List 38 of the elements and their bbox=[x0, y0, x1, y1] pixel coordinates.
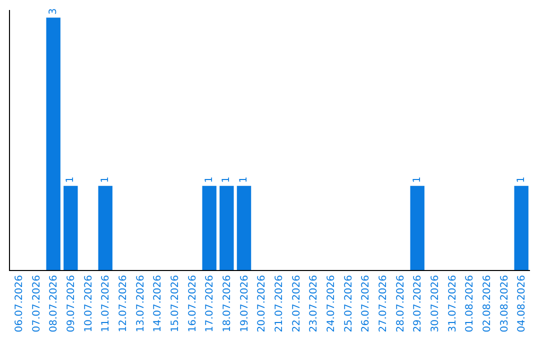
x-tick-label: 19.07.2026 bbox=[239, 275, 250, 332]
x-tick-label: 27.07.2026 bbox=[378, 275, 389, 332]
x-tick-label: 16.07.2026 bbox=[187, 275, 198, 332]
x-tick-label: 29.07.2026 bbox=[412, 275, 424, 332]
x-tick-label: 23.07.2026 bbox=[308, 275, 320, 332]
x-tick-label: 13.07.2026 bbox=[135, 275, 146, 332]
data-label: 1 bbox=[100, 176, 111, 183]
x-tick-label: 18.07.2026 bbox=[222, 275, 233, 332]
x-tick-label: 03.08.2026 bbox=[499, 275, 510, 332]
x-tick-label: 01.08.2026 bbox=[464, 275, 476, 332]
x-tick-label: 12.07.2026 bbox=[118, 275, 129, 332]
x-tick-label: 11.07.2026 bbox=[100, 275, 112, 332]
x-tick-label: 28.07.2026 bbox=[395, 275, 406, 332]
x-tick-label: 09.07.2026 bbox=[66, 275, 77, 332]
data-label: 3 bbox=[48, 8, 59, 15]
x-tick-label: 08.07.2026 bbox=[48, 275, 60, 332]
data-label: 1 bbox=[238, 176, 250, 183]
data-label: 1 bbox=[65, 176, 76, 183]
x-tick-label: 31.07.2026 bbox=[447, 275, 458, 332]
x-tick-label: 02.08.2026 bbox=[482, 275, 493, 332]
x-tick-label: 10.07.2026 bbox=[83, 275, 94, 332]
x-tick-label: 04.08.2026 bbox=[516, 275, 528, 332]
x-tick-label: 24.07.2026 bbox=[326, 275, 337, 332]
x-tick-label: 20.07.2026 bbox=[256, 275, 268, 332]
x-tick-label: 22.07.2026 bbox=[291, 275, 302, 332]
x-tick-label: 15.07.2026 bbox=[170, 275, 181, 332]
data-label: 1 bbox=[204, 176, 215, 183]
x-tick-label: 25.07.2026 bbox=[343, 275, 354, 332]
data-label: 1 bbox=[516, 176, 527, 183]
x-tick-label: 07.07.2026 bbox=[31, 275, 42, 332]
x-tick-label: 17.07.2026 bbox=[204, 275, 216, 332]
data-label: 1 bbox=[221, 176, 232, 183]
x-tick-label: 06.07.2026 bbox=[14, 275, 25, 332]
x-tick-label: 21.07.2026 bbox=[274, 275, 285, 332]
x-tick-label: 14.07.2026 bbox=[152, 275, 164, 332]
x-tick-label: 26.07.2026 bbox=[360, 275, 372, 332]
x-tick-label: 30.07.2026 bbox=[430, 275, 441, 332]
data-label: 1 bbox=[412, 176, 423, 183]
